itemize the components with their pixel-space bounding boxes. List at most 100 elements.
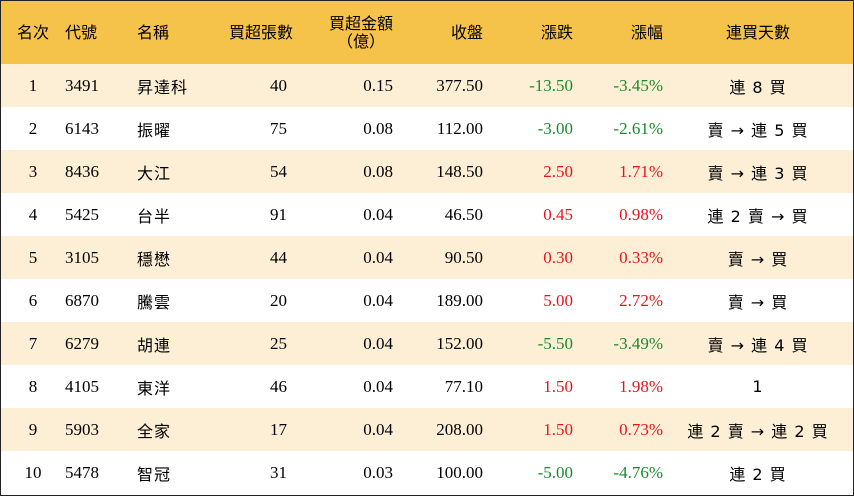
cell-code: 6870 — [65, 290, 99, 310]
cell-rank: 8 — [28, 376, 38, 396]
cell-name: 振曜 — [137, 120, 172, 140]
cell-net-amount: 0.08 — [363, 161, 393, 181]
cell-streak: 賣 → 買 — [727, 249, 789, 269]
cell-rank: 3 — [28, 161, 38, 181]
cell-change: -13.50 — [529, 75, 573, 95]
cell-net-lots: 25 — [270, 333, 287, 353]
header-net-amount: 買超金額 （億） — [293, 1, 393, 64]
table-row: 2 6143 振曜 75 0.08 112.00 -3.00 -2.61% 賣 → 連 5 買 — [1, 107, 853, 150]
cell-change: 0.30 — [543, 247, 573, 267]
cell-name: 東洋 — [137, 378, 172, 398]
header-change: 漲跌 — [540, 22, 573, 42]
table-row: 4 5425 台半 91 0.04 46.50 0.45 0.98% 連 2 賣 → 買 — [1, 193, 853, 236]
cell-rank: 9 — [28, 419, 38, 439]
cell-rank: 4 — [28, 204, 38, 224]
cell-name: 騰雲 — [137, 292, 172, 312]
cell-streak: 連 2 賣 → 買 — [707, 206, 809, 226]
cell-streak: 賣 → 連 4 買 — [707, 335, 809, 355]
cell-streak: 1 — [752, 377, 764, 396]
cell-code: 6279 — [65, 333, 99, 353]
cell-rank: 10 — [24, 462, 42, 482]
cell-change: -5.00 — [537, 462, 573, 482]
cell-net-lots: 44 — [270, 247, 287, 267]
table-row: 9 5903 全家 17 0.04 208.00 1.50 0.73% 連 2 賣 → 連 2 … — [1, 408, 853, 451]
cell-name: 大江 — [137, 163, 172, 183]
cell-close: 112.00 — [436, 118, 483, 138]
cell-change: 1.50 — [543, 376, 573, 396]
cell-rank: 1 — [28, 75, 38, 95]
cell-change: 5.00 — [543, 290, 573, 310]
cell-net-lots: 17 — [270, 419, 287, 439]
cell-code: 5903 — [65, 419, 99, 439]
cell-net-lots: 54 — [270, 161, 287, 181]
cell-net-lots: 46 — [270, 376, 287, 396]
cell-net-lots: 91 — [270, 204, 287, 224]
cell-change: 2.50 — [543, 161, 573, 181]
cell-net-lots: 40 — [270, 75, 287, 95]
cell-change-pct: 1.71% — [619, 161, 663, 181]
cell-net-amount: 0.04 — [363, 247, 393, 267]
table-row: 3 8436 大江 54 0.08 148.50 2.50 1.71% 賣 → 連 3 買 — [1, 150, 853, 193]
cell-change: 0.45 — [543, 204, 573, 224]
cell-net-amount: 0.15 — [363, 75, 393, 95]
cell-change-pct: 0.73% — [619, 419, 663, 439]
table-body: 1 3491 昇達科 40 0.15 377.50 -13.50 -3.45% 連 8 買 2 61… — [1, 64, 853, 494]
cell-name: 台半 — [137, 206, 172, 226]
header-name: 名稱 — [137, 22, 170, 42]
cell-net-amount: 0.04 — [363, 290, 393, 310]
header-net-amount-line1: 買超金額 — [328, 13, 393, 33]
cell-streak: 賣 → 連 3 買 — [707, 163, 809, 183]
cell-change: -5.50 — [537, 333, 573, 353]
cell-change-pct: 0.98% — [619, 204, 663, 224]
cell-close: 46.50 — [444, 204, 483, 224]
cell-net-lots: 31 — [270, 462, 287, 482]
table-row: 8 4105 東洋 46 0.04 77.10 1.50 1.98% 1 — [1, 365, 853, 408]
cell-close: 100.00 — [436, 462, 483, 482]
cell-close: 208.00 — [436, 419, 483, 439]
table-row: 5 3105 穩懋 44 0.04 90.50 0.30 0.33% 賣 → 買 — [1, 236, 853, 279]
cell-streak: 連 8 買 — [729, 77, 787, 97]
header-streak: 連買天數 — [725, 22, 790, 42]
cell-name: 昇達科 — [137, 77, 189, 97]
cell-net-amount: 0.04 — [363, 376, 393, 396]
cell-rank: 6 — [28, 290, 38, 310]
header-row: 名次 代號 名稱 買超張數 買超金額 （億） 收盤 漲跌 漲幅 連買天數 — [1, 1, 853, 64]
cell-change-pct: 0.33% — [619, 247, 663, 267]
cell-name: 胡連 — [137, 335, 172, 355]
cell-streak: 賣 → 連 5 買 — [707, 120, 809, 140]
header-change-pct: 漲幅 — [630, 22, 663, 42]
cell-change: -3.00 — [537, 118, 573, 138]
cell-close: 77.10 — [444, 376, 483, 396]
cell-name: 全家 — [137, 421, 172, 441]
cell-close: 90.50 — [444, 247, 483, 267]
header-net-lots: 買超張數 — [228, 22, 293, 42]
table-row: 10 5478 智冠 31 0.03 100.00 -5.00 -4.76% 連 2 買 — [1, 451, 853, 494]
cell-change: 1.50 — [543, 419, 573, 439]
cell-change-pct: -3.45% — [613, 75, 663, 95]
cell-close: 152.00 — [436, 333, 483, 353]
cell-net-lots: 75 — [270, 118, 287, 138]
cell-change-pct: -3.49% — [613, 333, 663, 353]
cell-code: 4105 — [65, 376, 99, 396]
cell-net-amount: 0.04 — [363, 419, 393, 439]
cell-change-pct: 1.98% — [619, 376, 663, 396]
cell-close: 377.50 — [436, 75, 483, 95]
cell-net-amount: 0.03 — [363, 462, 393, 482]
table-row: 7 6279 胡連 25 0.04 152.00 -5.50 -3.49% 賣 → 連 4 買 — [1, 322, 853, 365]
cell-close: 189.00 — [436, 290, 483, 310]
cell-rank: 5 — [28, 247, 38, 267]
cell-close: 148.50 — [436, 161, 483, 181]
header-close: 收盤 — [450, 22, 483, 42]
header-code: 代號 — [65, 22, 98, 42]
cell-net-amount: 0.04 — [363, 333, 393, 353]
cell-change-pct: -4.76% — [613, 462, 663, 482]
table-row: 6 6870 騰雲 20 0.04 189.00 5.00 2.72% 賣 → 買 — [1, 279, 853, 322]
cell-name: 智冠 — [137, 464, 172, 484]
cell-change-pct: 2.72% — [619, 290, 663, 310]
header-rank: 名次 — [16, 22, 49, 42]
cell-code: 6143 — [65, 118, 99, 138]
cell-net-lots: 20 — [270, 290, 287, 310]
cell-streak: 連 2 買 — [729, 464, 787, 484]
